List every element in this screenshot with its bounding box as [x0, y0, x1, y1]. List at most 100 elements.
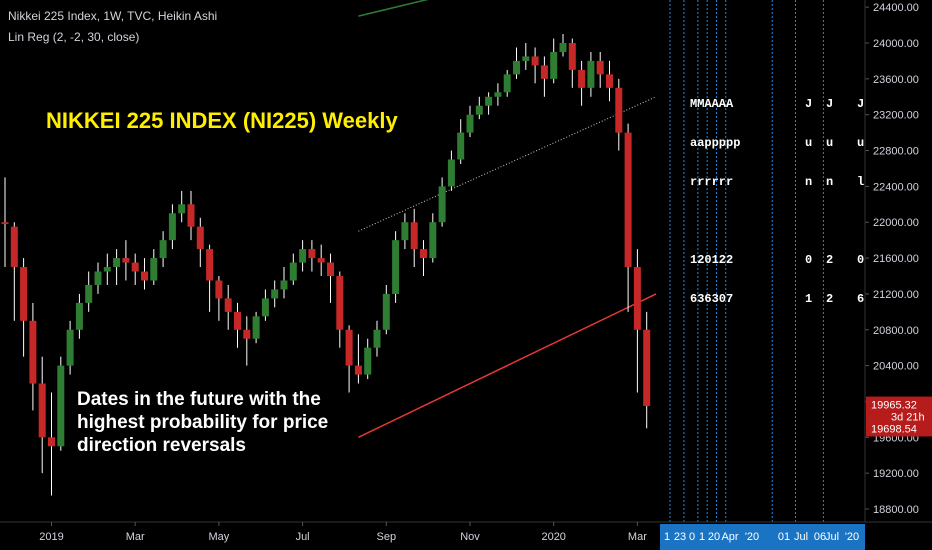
y-tick-label: 21200.00 — [873, 289, 919, 301]
candle-bear — [420, 240, 427, 276]
future-range-highlight — [660, 524, 865, 550]
candle-bull — [150, 249, 158, 285]
future-date-label: 01 — [778, 531, 790, 543]
note-line-1: Dates in the future with the — [77, 389, 321, 410]
jun01-c6: 1 — [805, 292, 813, 306]
candle-bull — [94, 262, 102, 294]
regression-lines — [358, 0, 657, 438]
regression-lower-line — [358, 293, 657, 438]
candle-bull — [168, 204, 176, 250]
y-tick-label: 24400.00 — [873, 2, 919, 14]
candle-bear — [187, 190, 195, 241]
vertical-date-cluster: MMAAAA aappppp rrrrrr 120122 636307 — [690, 72, 740, 319]
x-tick-label: Nov — [460, 531, 480, 543]
jul06-c5: 0 — [857, 253, 865, 267]
candle-bull — [289, 253, 297, 285]
candle-bull — [466, 105, 474, 138]
x-tick-label: Sep — [377, 531, 397, 543]
note-line-2: highest probability for price — [77, 412, 329, 433]
candle-bear — [633, 249, 641, 393]
candle-bear — [38, 356, 46, 474]
future-date-label: 23 — [674, 531, 686, 543]
candle-bull — [66, 320, 74, 375]
candle-bear — [643, 311, 651, 429]
jul06-c4 — [857, 215, 871, 228]
candle-bear — [336, 271, 344, 348]
candle-bull — [57, 356, 65, 451]
time-axis[interactable]: 2019 Mar May Jul Sep Nov 2020 Mar 1 23 0 1 20 Apr '20 0… — [0, 521, 932, 550]
candle-bull — [513, 47, 520, 79]
y-tick-label: 18800.00 — [873, 504, 919, 516]
jun22-c2: u — [826, 136, 834, 150]
candle-bull — [559, 34, 567, 57]
regression-green-line — [358, 0, 429, 17]
candle-bull — [494, 83, 502, 106]
future-date-label: Apr — [721, 531, 738, 543]
jun01-c1: J — [805, 97, 813, 111]
candle-bear — [578, 60, 586, 106]
candle-bull — [485, 92, 493, 115]
candle-bull — [401, 213, 409, 250]
cluster-row-4 — [690, 215, 740, 228]
candle-bull — [503, 69, 511, 97]
future-date-label: 06 — [814, 531, 826, 543]
future-date-label: Jul — [794, 531, 808, 543]
candle-bull — [429, 213, 437, 263]
jun01-c2: u — [805, 136, 813, 150]
candle-bull — [85, 271, 93, 312]
candle-bull — [587, 51, 595, 97]
jun22-c3: n — [826, 175, 834, 189]
note-line-3: direction reversals — [77, 435, 246, 456]
jul06-c6: 6 — [857, 292, 865, 306]
candle-bear — [327, 253, 334, 303]
candle-bear — [224, 284, 232, 330]
candle-bull — [475, 96, 483, 120]
price-label — [866, 420, 932, 437]
jul06-c2: u — [857, 136, 865, 150]
candle-bull — [103, 253, 111, 285]
jun01-c4 — [805, 215, 819, 228]
future-date-label: Jul — [825, 531, 839, 543]
chart-header-symbol[interactable]: Nikkei 225 Index, 1W, TVC, Heikin Ashi — [8, 9, 218, 23]
candle-bear — [531, 47, 539, 84]
cluster-row-5: 120122 — [690, 253, 734, 267]
candle-bull — [113, 249, 121, 285]
candle-bear — [10, 222, 18, 321]
x-tick-label: 2019 — [39, 531, 63, 543]
x-tick-label: Mar — [126, 531, 145, 543]
jul06-c1: J — [857, 97, 865, 111]
candle-bull — [522, 43, 530, 70]
note-text: Dates in the future with the highest pro… — [77, 388, 328, 457]
candle-bear — [122, 240, 130, 281]
future-date-label: 0 — [689, 531, 695, 543]
candle-bear — [20, 258, 28, 357]
candle-bull — [252, 311, 260, 344]
y-tick-label: 22000.00 — [873, 217, 919, 229]
cluster-row-2: aappppp — [690, 136, 741, 150]
price-label — [866, 396, 932, 413]
jul06-c3: l — [857, 175, 865, 189]
future-date-label: 20 — [708, 531, 720, 543]
cluster-row-6: 636307 — [690, 292, 734, 306]
candle-bear — [308, 240, 316, 272]
y-tick-label: 22400.00 — [873, 181, 919, 193]
candle-bull — [159, 231, 167, 268]
y-tick-label: 23200.00 — [873, 110, 919, 122]
candle-bull — [382, 284, 390, 335]
vertical-date-jun22: J u n 2 2 — [826, 72, 840, 319]
candle-bull — [75, 293, 83, 339]
candle-bull — [550, 38, 558, 84]
jun22-c5: 2 — [826, 253, 834, 267]
price-axis[interactable]: 18800.0019200.0019600.0020000.0020400.00… — [864, 0, 919, 522]
candle-bear — [615, 78, 623, 151]
candle-bull — [457, 119, 465, 164]
chart-header-indicator[interactable]: Lin Reg (2, -2, 30, close) — [8, 30, 140, 44]
vertical-date-jul06: J u l 0 6 — [857, 72, 871, 319]
candle-bear — [48, 392, 55, 496]
candle-bear — [206, 244, 214, 312]
x-tick-label: 2020 — [541, 531, 565, 543]
price-label-text: 19965.32 — [871, 400, 917, 412]
jun01-c3: n — [805, 175, 813, 189]
